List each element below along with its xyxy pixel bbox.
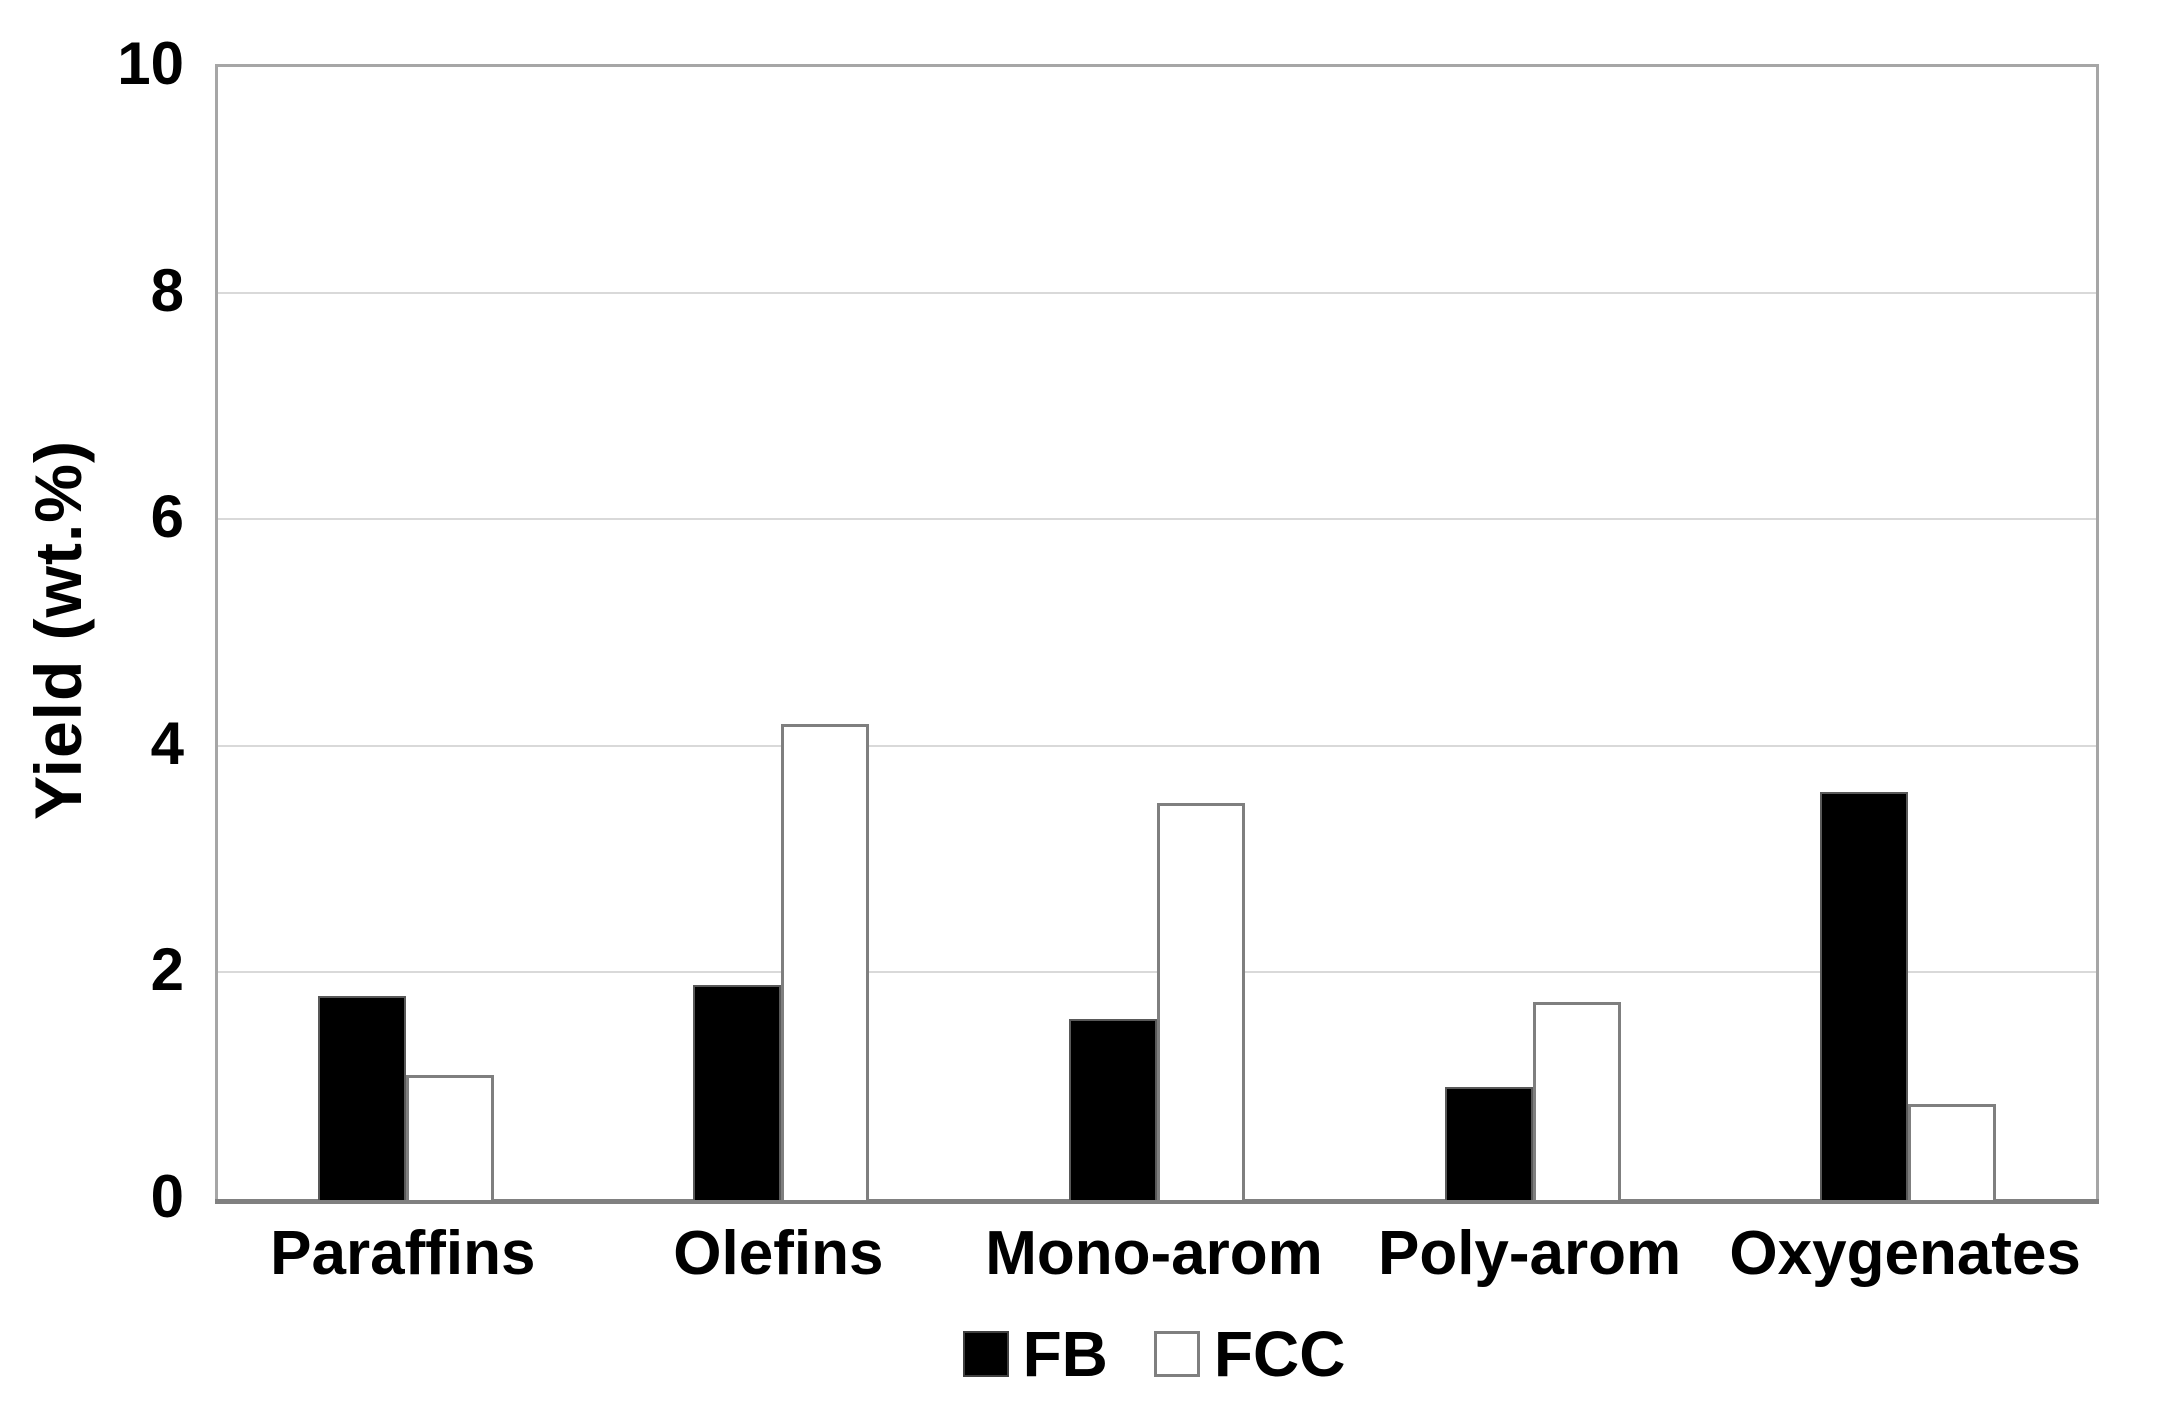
bars-row (218, 67, 2096, 1200)
x-label-poly-arom: Poly-arom (1377, 1219, 1682, 1288)
bar-fb-olefins (693, 984, 782, 1200)
legend-swatch-fb-icon (962, 1331, 1009, 1377)
y-tick-label-2: 2 (150, 936, 184, 1004)
bar-fb-oxygenates (1820, 792, 1909, 1200)
bar-group-paraffins (218, 67, 594, 1200)
bar-group-oxygenates (1720, 67, 2096, 1200)
bar-group-poly-arom (1345, 67, 1721, 1200)
plot-area (215, 64, 2099, 1204)
bar-fcc-oxygenates (1908, 1103, 1997, 1200)
x-label-oxygenates: Oxygenates (1729, 1219, 2081, 1288)
gridline-y-8 (218, 291, 2096, 294)
bar-fcc-paraffins (405, 1075, 494, 1200)
y-tick-label-10: 10 (117, 30, 184, 97)
gridline-y-6 (218, 518, 2096, 521)
gridline-y-4 (218, 744, 2096, 747)
bar-fcc-mono-arom (1156, 803, 1245, 1200)
bar-fcc-olefins (781, 724, 870, 1200)
x-label-olefins: Olefins (673, 1219, 884, 1288)
chart-legend: FB FCC (215, 1322, 2093, 1386)
legend-item-fcc: FCC (1153, 1318, 1346, 1390)
y-axis-tick-labels: 0 2 4 6 8 10 (0, 34, 196, 1227)
y-tick-label-4: 4 (150, 709, 184, 777)
legend-item-fb: FB (962, 1318, 1108, 1390)
legend-label-fcc: FCC (1213, 1318, 1346, 1390)
x-axis-line (215, 1199, 2099, 1204)
bar-fb-poly-arom (1444, 1086, 1533, 1200)
x-label-mono-arom: Mono-arom (985, 1219, 1323, 1288)
y-tick-label-8: 8 (150, 256, 184, 324)
bar-group-mono-arom (969, 67, 1345, 1200)
bar-fcc-poly-arom (1532, 1001, 1621, 1200)
bar-fb-mono-arom (1068, 1018, 1157, 1200)
y-tick-label-6: 6 (150, 483, 184, 551)
y-tick-label-0: 0 (150, 1163, 184, 1230)
x-axis-category-labels: Paraffins Olefins Mono-arom Poly-arom Oxygen… (215, 1218, 2093, 1289)
legend-label-fb: FB (1022, 1318, 1108, 1390)
x-label-paraffins: Paraffins (270, 1219, 536, 1288)
bar-fb-paraffins (317, 996, 406, 1200)
legend-swatch-fcc-icon (1153, 1331, 1200, 1377)
bar-group-olefins (594, 67, 970, 1200)
